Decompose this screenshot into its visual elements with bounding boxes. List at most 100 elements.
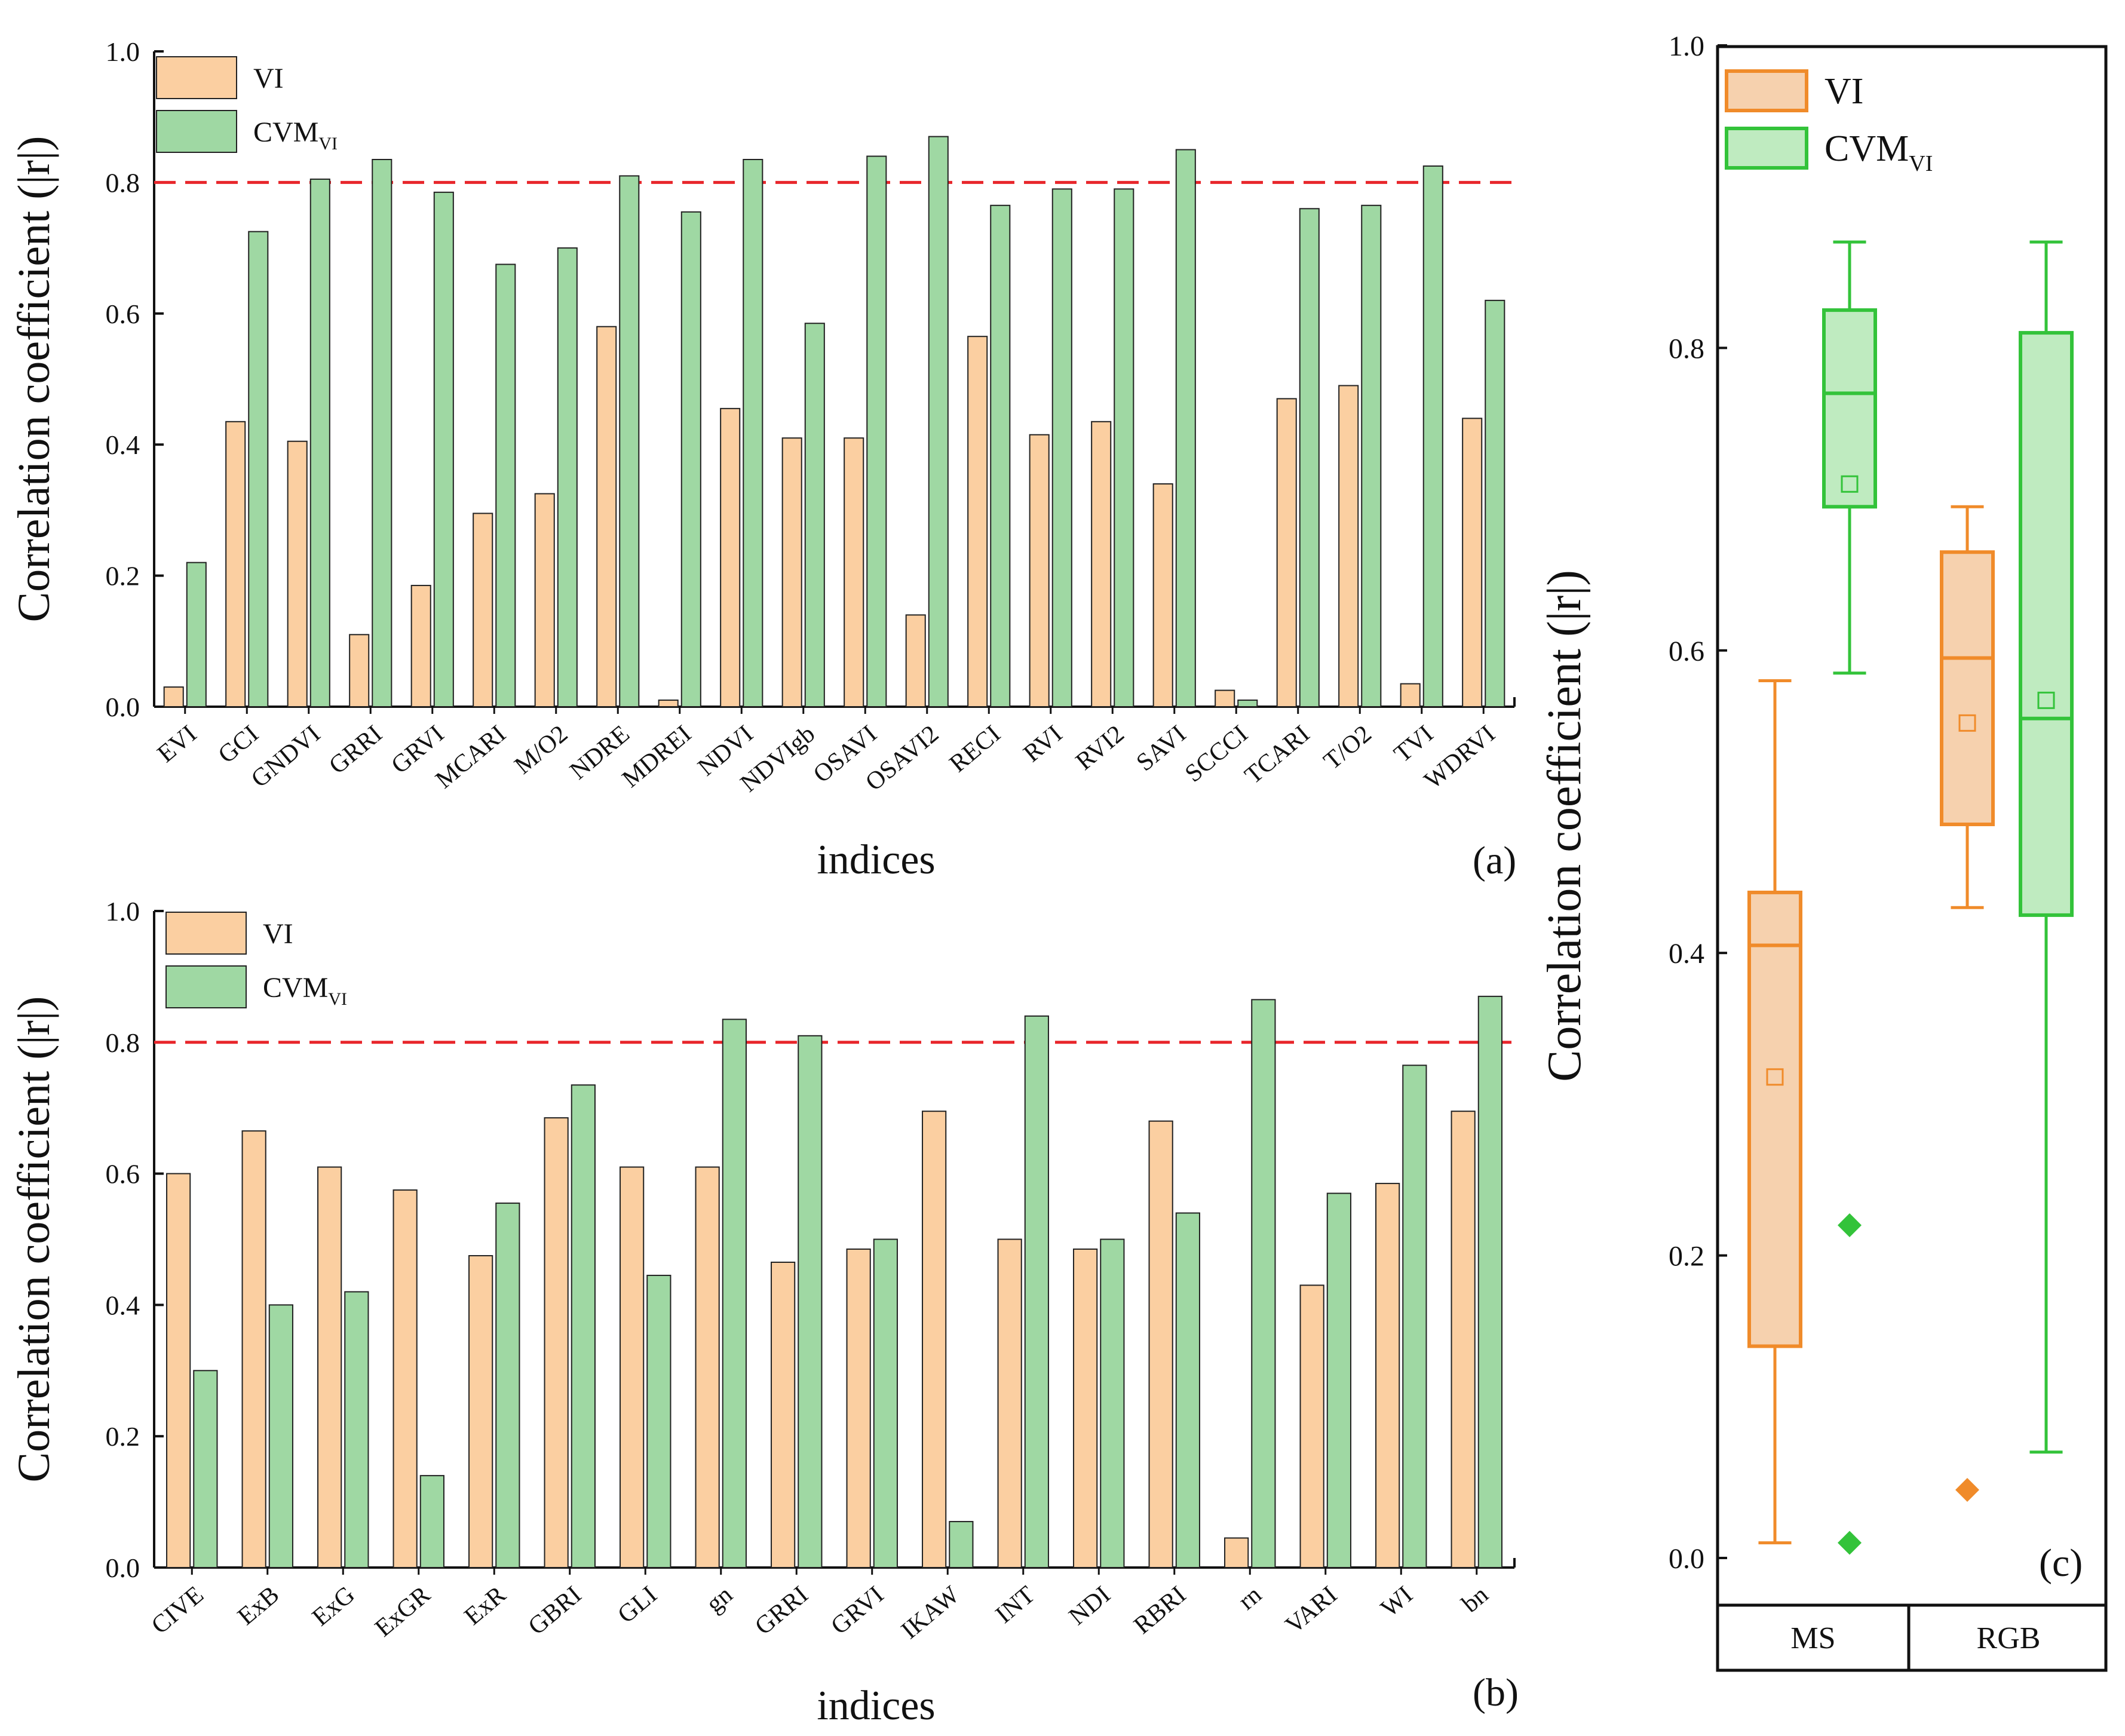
bar-cvm <box>495 1203 520 1569</box>
x-tick-label: RBRI <box>1129 1581 1192 1639</box>
panel-c-box-plot: MS RGB 0.0 0.2 0.4 0.6 0.8 1.0 Correlation coeff… <box>1538 30 2108 1672</box>
panel-label: (b) <box>1473 1671 1519 1714</box>
bar-vi <box>544 1117 569 1569</box>
category-label: RGB <box>1977 1621 2041 1655</box>
bar-cvm <box>873 1238 898 1568</box>
bar-cvm <box>928 136 949 708</box>
x-tick-label: GRVI <box>826 1581 890 1640</box>
bar-cvm <box>743 159 763 707</box>
bar-vi <box>596 326 617 707</box>
x-tick-label: M/O2 <box>510 720 573 780</box>
bar-vi <box>225 421 246 707</box>
y-tick-label: 0.0 <box>1669 1543 1704 1575</box>
bar-vi <box>1148 1120 1173 1569</box>
legend-swatch <box>156 110 237 153</box>
y-tick-label: 0.0 <box>106 692 140 722</box>
x-axis-title: indices <box>817 837 935 883</box>
bar-vi <box>317 1166 342 1568</box>
bar-cvm <box>571 1084 596 1568</box>
box-vi <box>1940 550 1995 826</box>
box-mean-marker <box>1958 714 1976 732</box>
x-tick-label: TVI <box>1389 720 1439 768</box>
y-axis-title: Correlation coefficient (|r|) <box>1538 570 1591 1082</box>
x-tick-label: TCARI <box>1240 720 1315 789</box>
bar-vi <box>410 585 431 707</box>
y-tick-label: 0.6 <box>1669 636 1704 667</box>
bar-cvm <box>419 1475 444 1568</box>
bar-cvm <box>1402 1065 1427 1568</box>
x-tick-label: CIVE <box>146 1581 209 1639</box>
bar-cvm <box>557 247 578 708</box>
box-mean-marker <box>1766 1068 1784 1086</box>
outlier-marker <box>1838 1530 1862 1555</box>
bar-vi <box>967 336 988 707</box>
x-tick-label: GLI <box>612 1581 662 1628</box>
x-tick-label: GNDVI <box>246 720 326 793</box>
box-mean-marker <box>2037 691 2055 709</box>
bar-vi <box>922 1111 947 1568</box>
y-axis-title: Correlation coefficient (|r|) <box>9 996 59 1483</box>
x-tick-label: WDRVI <box>1419 720 1501 795</box>
x-tick-label: RVI <box>1019 720 1068 768</box>
y-tick-label: 1.0 <box>106 36 140 67</box>
bar-cvm <box>268 1304 293 1568</box>
bar-cvm <box>1100 1238 1125 1568</box>
x-tick-label: WI <box>1376 1581 1418 1622</box>
bar-vi <box>241 1130 266 1569</box>
bar-vi <box>781 437 802 707</box>
bar-vi <box>468 1255 493 1569</box>
bar-cvm <box>680 211 701 707</box>
bar-vi <box>1462 418 1483 707</box>
y-tick-label: 1.0 <box>106 896 140 927</box>
bar-vi <box>844 437 864 707</box>
bar-cvm <box>1175 149 1196 708</box>
bar-vi <box>534 493 555 707</box>
bar-vi <box>658 700 679 708</box>
bar-cvm <box>1175 1212 1200 1569</box>
bar-cvm <box>1326 1192 1351 1568</box>
y-tick-label: 0.8 <box>106 1028 140 1058</box>
x-tick-label: MDREI <box>617 720 697 793</box>
bar-vi <box>1029 434 1050 707</box>
category-label: MS <box>1790 1621 1835 1655</box>
x-tick-label: GBRI <box>523 1581 587 1640</box>
y-tick-label: 0.4 <box>106 430 140 460</box>
bar-cvm <box>1251 999 1276 1568</box>
bar-cvm <box>1422 165 1443 708</box>
legend-label: CVMVI <box>1825 128 1933 176</box>
y-tick-label: 0.0 <box>106 1553 140 1583</box>
x-tick-label: VARI <box>1280 1581 1342 1639</box>
legend-label: VI <box>253 63 284 94</box>
legend-label: CVMVI <box>263 972 347 1009</box>
box-mean-marker <box>1841 475 1859 493</box>
y-tick-label: 0.8 <box>106 167 140 198</box>
bar-cvm <box>1114 188 1134 707</box>
bar-vi <box>695 1166 720 1568</box>
legend-swatch <box>1725 127 1808 170</box>
bar-cvm <box>372 159 393 707</box>
bar-vi <box>1375 1183 1400 1568</box>
box-cvm <box>2019 331 2074 917</box>
x-tick-label: GCI <box>213 720 264 769</box>
bar-cvm <box>1299 208 1320 707</box>
x-tick-label: T/O2 <box>1318 720 1376 775</box>
x-tick-label: ExR <box>459 1581 511 1630</box>
bar-cvm <box>798 1035 823 1569</box>
bar-cvm <box>1477 995 1502 1568</box>
bar-cvm <box>1024 1015 1049 1568</box>
box-vi <box>1747 890 1802 1348</box>
y-tick-label: 0.6 <box>106 299 140 329</box>
bar-vi <box>846 1248 871 1569</box>
bar-vi <box>287 440 308 708</box>
bar-cvm <box>949 1521 974 1569</box>
bar-cvm <box>619 175 640 707</box>
bar-cvm <box>722 1019 747 1568</box>
x-tick-label: ExGR <box>370 1581 436 1642</box>
bar-cvm <box>1485 299 1505 707</box>
bar-vi <box>1276 398 1297 707</box>
y-axis-title: Correlation coefficient (|r|) <box>9 136 59 622</box>
bar-vi <box>771 1261 796 1569</box>
bar-vi <box>166 1173 191 1568</box>
